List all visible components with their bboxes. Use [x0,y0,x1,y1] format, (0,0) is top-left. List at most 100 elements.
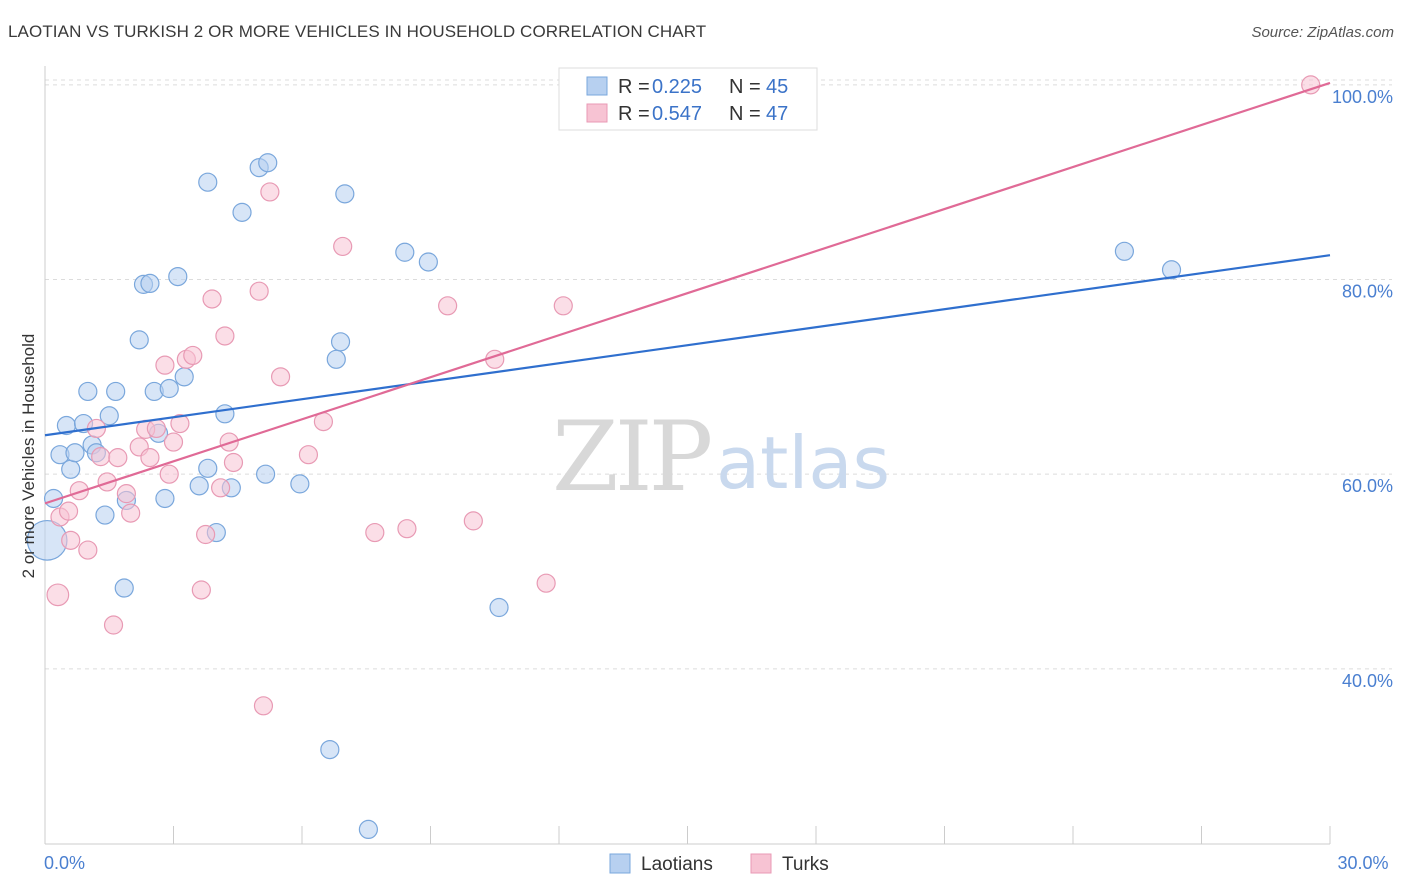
turks-point [61,530,81,550]
x-axis-ticks [44,826,1331,844]
bottom-legend-label-turks: Turks [782,854,829,875]
turks-trend-line [44,81,1331,505]
bottom-legend-swatch-turks [750,853,772,874]
laotians-point [258,153,278,173]
grid-lines [45,79,1392,670]
turks-point [196,524,216,545]
turks-point [140,448,160,468]
source-credit: Source: ZipAtlas.com [1251,24,1394,41]
legend-n-label-turks: N = [729,103,761,125]
y-axis-title: 2 or more Vehicles in Household [19,334,38,579]
turks-point [116,484,136,504]
laotians-point [232,202,252,222]
x-tick-label-min: 0.0% [44,853,85,873]
laotians-point [189,476,209,496]
turks-point [159,464,179,484]
legend-n-label-laotians: N = [729,76,761,98]
turks-point [1301,75,1321,95]
laotians-point [78,381,98,402]
turks-point [170,413,190,434]
legend-swatch-laotians [586,76,608,96]
laotians-point [168,266,188,287]
legend-swatch-turks [586,103,608,123]
bottom-legend-label-laotians: Laotians [641,854,713,875]
laotians-point [358,819,378,840]
laotians-point [159,378,179,399]
legend-r-label-laotians: R = [618,76,650,98]
turks-point [183,345,203,366]
y-axis-tick-labels: 40.0% 60.0% 80.0% 100.0% [1332,87,1393,691]
turks-point [553,296,573,316]
turks-point [249,281,269,301]
legend-r-value-laotians: 0.225 [652,76,702,98]
laotians-points [26,153,1182,840]
turks-point [58,501,79,521]
laotians-point [140,273,160,294]
legend-r-value-turks: 0.547 [652,103,702,125]
watermark-zip: ZIP [552,401,711,513]
watermark-atlas: atlas [716,421,890,505]
laotians-point [215,404,235,424]
laotians-point [61,459,81,479]
laotians-point [95,505,115,525]
laotians-trend-line [44,254,1331,437]
laotians-point [198,458,218,478]
turks-point [223,452,244,473]
laotians-point [489,597,509,618]
bottom-legend-swatch-laotians [609,853,631,874]
turks-point [270,367,291,387]
turks-point [163,432,184,452]
legend-n-value-turks: 47 [766,103,788,125]
laotians-point [129,330,149,350]
y-tick-label: 40.0% [1342,671,1393,691]
turks-point [191,580,211,600]
turks-point [91,447,111,467]
chart-title: LAOTIAN VS TURKISH 2 OR MORE VEHICLES IN… [8,22,707,41]
trend-lines [44,81,1331,505]
turks-point [108,448,128,468]
legend-n-value-laotians: 45 [766,76,788,98]
x-tick-label-max: 30.0% [1337,853,1388,873]
turks-points [46,75,1321,716]
laotians-point [65,443,85,463]
legend-r-label-turks: R = [618,103,650,125]
laotians-point [335,184,355,204]
turks-point [536,573,556,593]
y-tick-label: 60.0% [1342,476,1393,496]
laotians-point [330,332,351,352]
laotians-point [290,474,310,494]
turks-point [397,519,417,539]
laotians-point [320,739,340,760]
laotians-point [106,381,126,402]
y-tick-label: 80.0% [1342,282,1393,302]
laotians-point [174,367,194,387]
y-tick-label: 100.0% [1332,87,1393,107]
turks-point [298,445,319,465]
turks-point [211,478,231,498]
laotians-point [326,349,346,369]
turks-point [78,540,98,560]
turks-point [69,481,89,501]
series-legend: Laotians Turks [609,853,829,875]
laotians-point [99,406,119,426]
laotians-point [155,488,175,509]
turks-point [46,583,70,607]
turks-point [146,418,166,439]
turks-point [121,503,141,523]
laotians-point [1161,260,1182,280]
turks-point [215,326,235,346]
laotians-point [418,252,438,272]
turks-point [202,289,222,309]
turks-point [103,615,124,635]
laotians-point [114,578,134,598]
turks-point [253,696,274,716]
turks-point [365,522,385,543]
turks-point [463,511,483,531]
turks-point [155,355,175,375]
turks-point [260,182,280,202]
laotians-point [255,464,276,484]
turks-point [333,236,353,257]
laotians-point [1114,241,1135,261]
correlation-legend: R = 0.225 N = 45 R = 0.547 N = 47 [558,67,818,131]
